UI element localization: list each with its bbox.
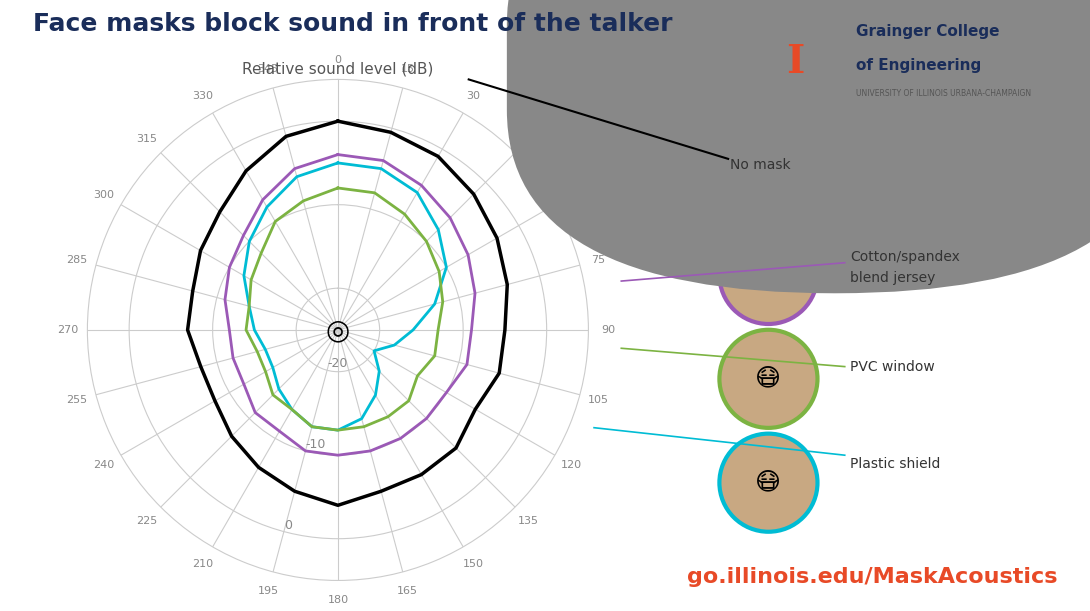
Text: Plastic shield: Plastic shield <box>850 458 941 471</box>
Text: blend jersey: blend jersey <box>850 271 935 285</box>
Text: Relative sound level (dB): Relative sound level (dB) <box>242 61 434 76</box>
Text: Grainger College: Grainger College <box>856 24 1000 40</box>
Text: Face masks block sound in front of the talker: Face masks block sound in front of the t… <box>33 12 673 36</box>
Text: No mask: No mask <box>730 158 791 172</box>
Text: I: I <box>787 43 804 81</box>
Text: PVC window: PVC window <box>850 360 935 373</box>
Circle shape <box>719 226 818 324</box>
Text: 😷: 😷 <box>755 470 782 495</box>
Circle shape <box>719 434 818 532</box>
Text: 😷: 😷 <box>755 263 782 287</box>
Text: of Engineering: of Engineering <box>856 58 981 73</box>
Text: 😷: 😷 <box>755 367 782 391</box>
Text: ◎: ◎ <box>326 316 350 344</box>
Text: Cotton/spandex: Cotton/spandex <box>850 250 960 263</box>
Text: go.illinois.edu/MaskAcoustics: go.illinois.edu/MaskAcoustics <box>687 566 1057 587</box>
Text: UNIVERSITY OF ILLINOIS URBANA-CHAMPAIGN: UNIVERSITY OF ILLINOIS URBANA-CHAMPAIGN <box>856 89 1031 98</box>
Circle shape <box>719 330 818 428</box>
